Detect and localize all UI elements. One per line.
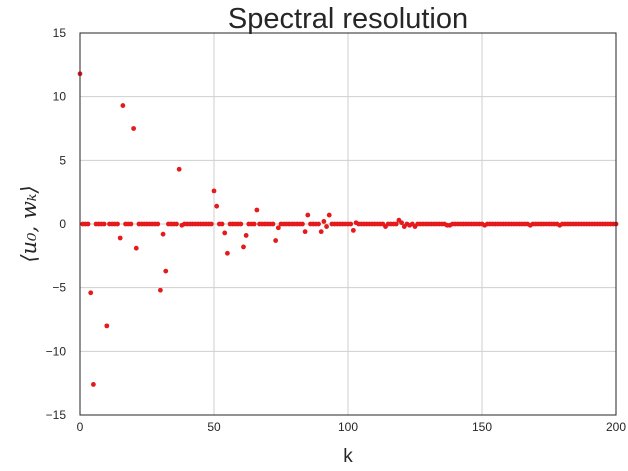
data-point (222, 230, 228, 236)
data-point (399, 220, 404, 226)
data-point (348, 221, 354, 227)
x-axis-label: k (343, 446, 353, 467)
data-point (163, 268, 169, 274)
data-point (158, 287, 163, 293)
data-point (316, 221, 321, 227)
x-tick-label: 200 (606, 420, 626, 434)
data-point (321, 219, 327, 224)
data-point (254, 207, 260, 213)
data-point (219, 221, 225, 227)
data-point (324, 224, 329, 229)
data-point (393, 221, 399, 227)
y-axis-label: ⟨u₀, wₖ⟩ (17, 185, 41, 262)
data-point (120, 103, 126, 108)
y-tick-label: −5 (52, 281, 66, 295)
y-tick-label: 0 (59, 217, 66, 231)
data-point (117, 235, 123, 241)
data-point (225, 250, 230, 256)
data-point (275, 225, 281, 231)
data-point (251, 221, 257, 227)
data-point (270, 221, 276, 227)
data-point (91, 382, 96, 387)
data-point (273, 238, 279, 243)
x-tick-label: 150 (472, 420, 492, 434)
data-point (176, 166, 182, 172)
data-point (101, 221, 107, 227)
x-tick-label: 0 (77, 420, 84, 434)
y-tick-label: −15 (46, 408, 67, 422)
data-point (155, 221, 161, 227)
data-point (302, 229, 308, 235)
data-point (160, 231, 166, 237)
data-point (211, 188, 217, 194)
x-tick-labels: 0 50 100 150 200 (77, 420, 627, 434)
data-point (88, 290, 94, 296)
data-point (241, 244, 246, 250)
data-point (104, 323, 110, 329)
data-point (300, 221, 305, 227)
y-tick-label: 15 (53, 26, 67, 40)
data-point (326, 212, 332, 218)
data-point (318, 229, 324, 235)
data-point (305, 212, 311, 218)
data-point (128, 221, 134, 227)
data-point (214, 203, 220, 209)
y-tick-label: 10 (53, 90, 67, 104)
plot-frame (79, 32, 617, 416)
data-point (174, 221, 179, 227)
chart-title: Spectral resolution (228, 3, 468, 35)
data-point (115, 221, 120, 227)
x-tick-label: 50 (207, 420, 221, 434)
data-point (133, 245, 139, 251)
x-tick-label: 100 (338, 420, 358, 434)
data-point (243, 233, 249, 238)
data-point (131, 126, 137, 131)
y-tick-labels: 15 10 5 0 −5 −10 −15 (46, 26, 67, 422)
y-tick-label: 5 (59, 153, 66, 167)
data-point (350, 227, 356, 233)
data-points (77, 71, 619, 387)
data-point (85, 221, 91, 227)
data-point (238, 221, 244, 227)
y-tick-label: −10 (46, 344, 67, 358)
data-point (208, 221, 214, 227)
